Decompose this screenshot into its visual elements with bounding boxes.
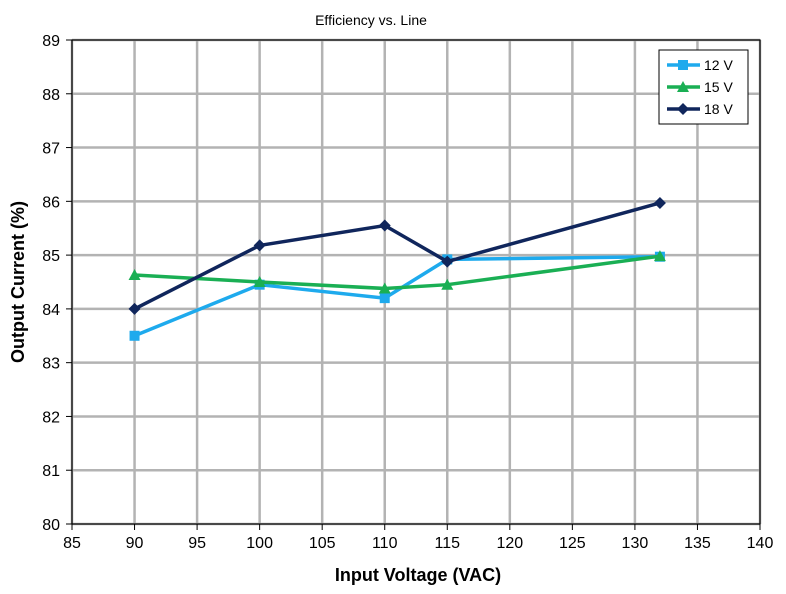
x-axis-title: Input Voltage (VAC) (335, 565, 501, 585)
chart-title: Efficiency vs. Line (315, 12, 427, 28)
x-tick-label: 105 (309, 535, 336, 552)
legend-swatch-marker (677, 81, 689, 92)
y-tick-label: 87 (42, 141, 60, 158)
series-15-v (128, 250, 666, 294)
data-point-12-v (129, 330, 140, 341)
legend-label: 18 V (704, 101, 733, 117)
x-tick-label: 130 (622, 535, 649, 552)
legend-label: 12 V (704, 57, 733, 73)
y-tick-label: 89 (42, 33, 60, 50)
legend-label: 15 V (704, 79, 733, 95)
x-tick-label: 115 (435, 535, 461, 552)
y-tick-label: 83 (42, 356, 60, 373)
data-point-15-v (441, 278, 454, 290)
legend-item-18-v: 18 V (667, 101, 733, 117)
series-line-15-v (134, 254, 661, 291)
axis-ticks: 85 90 95 100 105 110 115 120 125 130 135 140 80 81 82 8… (42, 33, 773, 552)
legend-swatch-marker (678, 60, 688, 70)
x-tick-label: 120 (496, 535, 523, 552)
series-18-v (128, 196, 666, 315)
plot-area-frame (71, 39, 761, 525)
legend-item-12-v: 12 V (667, 57, 733, 73)
data-point-15-v (128, 269, 141, 281)
x-tick-label: 95 (188, 535, 206, 552)
data-point-15-v (378, 282, 391, 294)
grid-lines (70, 38, 762, 526)
y-tick-label: 86 (42, 194, 60, 211)
x-tick-label: 140 (747, 535, 774, 552)
legend-item-15-v: 15 V (667, 79, 733, 95)
series-group (128, 196, 666, 341)
data-point-12-v (379, 293, 390, 304)
y-tick-label: 81 (42, 463, 60, 480)
y-tick-label: 85 (42, 248, 60, 265)
y-axis-title: Output Current (%) (8, 201, 28, 363)
x-tick-label: 110 (372, 535, 398, 552)
x-tick-label: 85 (63, 535, 81, 552)
data-point-18-v (128, 302, 141, 315)
data-point-18-v (253, 239, 266, 252)
data-point-18-v (378, 219, 391, 232)
x-tick-label: 100 (246, 535, 273, 552)
y-tick-label: 80 (42, 517, 60, 534)
x-tick-label: 90 (126, 535, 144, 552)
y-tick-label: 82 (42, 409, 60, 426)
x-tick-label: 125 (559, 535, 586, 552)
y-tick-label: 88 (42, 87, 60, 104)
data-point-18-v (441, 255, 454, 268)
data-point-18-v (653, 196, 666, 209)
x-tick-label: 135 (684, 535, 711, 552)
data-point-15-v (653, 250, 666, 262)
y-tick-label: 84 (42, 302, 60, 319)
data-point-15-v (253, 276, 266, 287)
legend-swatch-marker (677, 103, 689, 115)
legend: 12 V 15 V 18 V (658, 49, 749, 125)
